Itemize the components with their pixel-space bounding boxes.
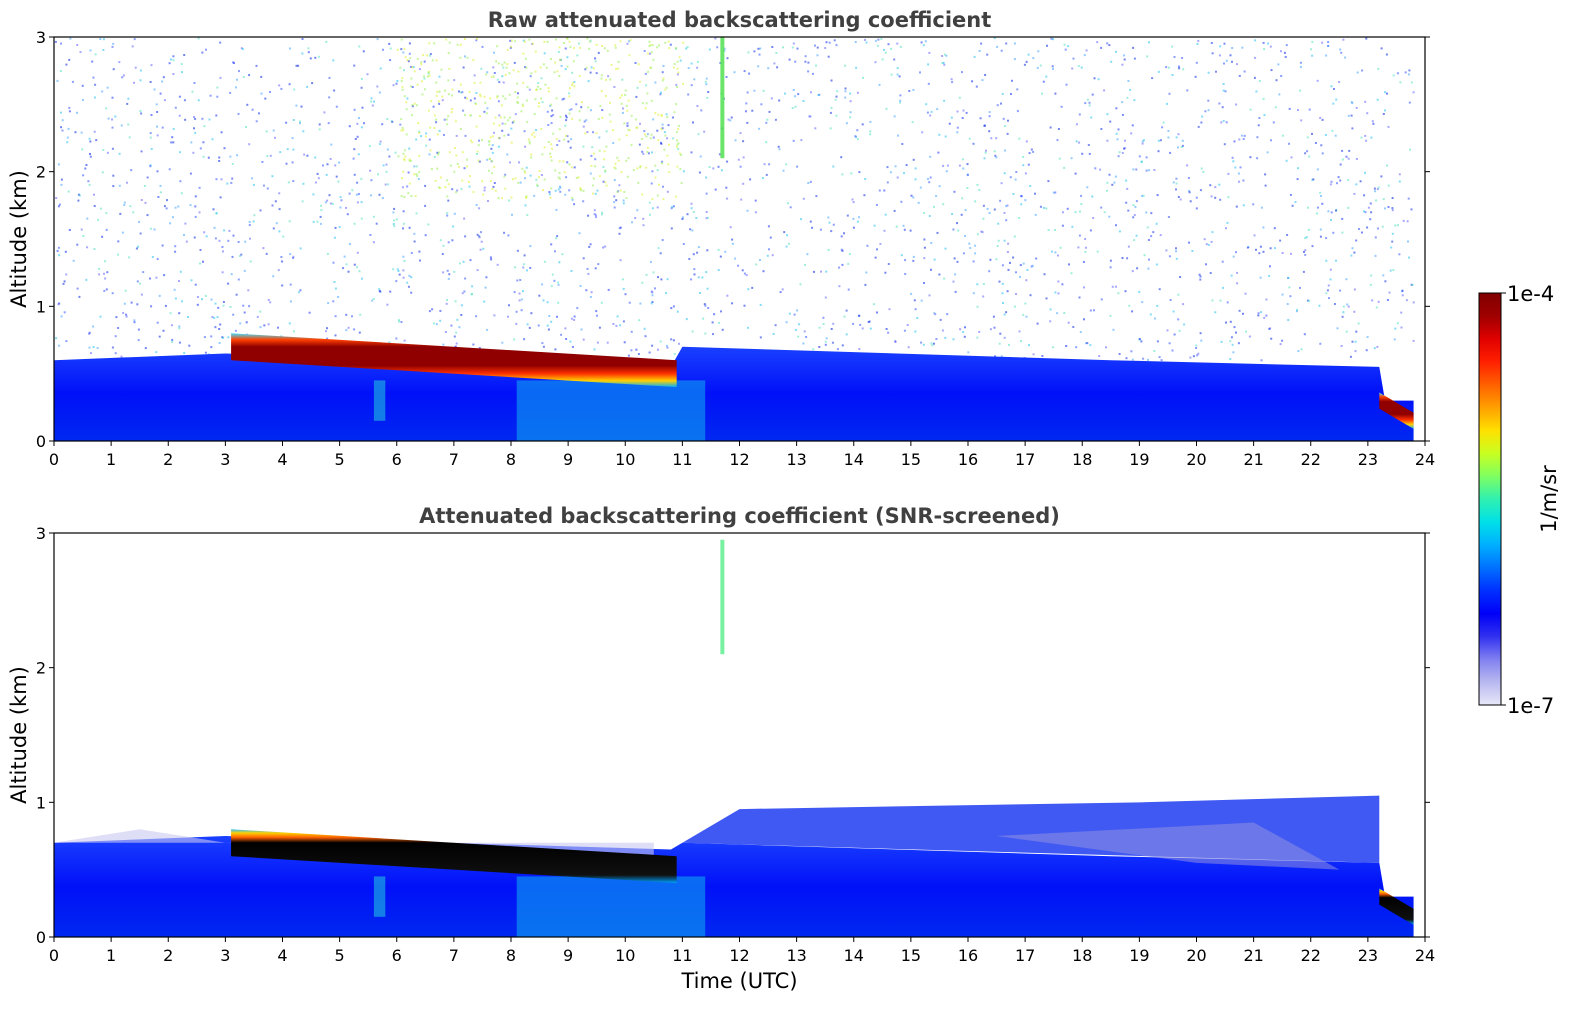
x-tick-label: 21 — [1243, 450, 1263, 469]
x-tick-label: 9 — [563, 946, 573, 965]
x-tick-label: 14 — [844, 450, 864, 469]
x-tick-label: 23 — [1358, 946, 1378, 965]
x-tick-label: 21 — [1243, 946, 1263, 965]
colorbar-gradient — [1478, 292, 1502, 706]
raw-axis-ticks: 0 1 2 3 4 5 6 7 8 9 10 11 12 13 14 15 16 17 18 19 20 21 22 23 24… — [36, 28, 1435, 469]
y-tick-label: 1 — [36, 793, 46, 812]
x-tick-label: 0 — [49, 450, 59, 469]
x-tick-label: 24 — [1415, 946, 1435, 965]
y-tick-label: 0 — [36, 928, 46, 947]
colorbar: 1e-4 1e-7 1/m/sr — [1478, 282, 1561, 718]
x-tick-label: 2 — [163, 946, 173, 965]
x-tick-label: 15 — [901, 450, 921, 469]
x-tick-label: 13 — [786, 946, 806, 965]
raw-plot-area — [54, 37, 1415, 441]
cirrus-streak — [720, 539, 725, 655]
x-tick-label: 22 — [1301, 450, 1321, 469]
x-tick-label: 12 — [729, 946, 749, 965]
raw-panel-title: Raw attenuated backscattering coefficien… — [488, 8, 992, 32]
x-tick-label: 1 — [106, 450, 116, 469]
x-tick-label: 13 — [786, 450, 806, 469]
x-tick-label: 4 — [277, 450, 287, 469]
raw-noise-field — [54, 37, 1415, 362]
x-tick-label: 7 — [449, 450, 459, 469]
x-tick-label: 5 — [335, 946, 345, 965]
x-tick-label: 7 — [449, 946, 459, 965]
x-tick-label: 11 — [672, 450, 692, 469]
x-tick-label: 0 — [49, 946, 59, 965]
screened-axis-ticks: 0 1 2 3 4 5 6 7 8 9 10 11 12 13 14 15 16 17 18 19 20 21 22 23 24… — [36, 524, 1435, 965]
x-tick-label: 15 — [901, 946, 921, 965]
x-tick-label: 17 — [1015, 450, 1035, 469]
colorbar-units-label: 1/m/sr — [1537, 465, 1561, 533]
x-tick-label: 5 — [335, 450, 345, 469]
y-tick-label: 0 — [36, 432, 46, 451]
x-tick-label: 6 — [392, 450, 402, 469]
x-tick-label: 19 — [1129, 946, 1149, 965]
y-tick-label: 1 — [36, 297, 46, 316]
x-tick-label: 1 — [106, 946, 116, 965]
x-tick-label: 20 — [1186, 450, 1206, 469]
x-tick-label: 10 — [615, 450, 635, 469]
x-tick-label: 8 — [506, 450, 516, 469]
x-tick-label: 9 — [563, 450, 573, 469]
x-tick-label: 16 — [958, 450, 978, 469]
colorbar-min-label: 1e-7 — [1507, 694, 1554, 718]
x-tick-label: 11 — [672, 946, 692, 965]
y-tick-label: 3 — [36, 524, 46, 543]
x-tick-label: 16 — [958, 946, 978, 965]
x-tick-label: 3 — [220, 450, 230, 469]
x-tick-label: 17 — [1015, 946, 1035, 965]
x-tick-label: 14 — [844, 946, 864, 965]
colorbar-max-label: 1e-4 — [1507, 282, 1554, 306]
x-tick-label: 23 — [1358, 450, 1378, 469]
x-tick-label: 22 — [1301, 946, 1321, 965]
x-tick-label: 18 — [1072, 946, 1092, 965]
aerosol-plume — [516, 876, 706, 937]
y-tick-label: 3 — [36, 28, 46, 47]
cloud-layer-1 — [231, 829, 677, 884]
aerosol-plume-thin — [373, 380, 386, 421]
aerosol-plume-thin — [373, 876, 386, 917]
x-tick-label: 12 — [729, 450, 749, 469]
cloud-layer-1 — [231, 333, 677, 388]
aerosol-layer — [54, 346, 1414, 441]
x-tick-label: 20 — [1186, 946, 1206, 965]
x-tick-label: 24 — [1415, 450, 1435, 469]
x-tick-label: 2 — [163, 450, 173, 469]
x-tick-label: 19 — [1129, 450, 1149, 469]
y-tick-label: 2 — [36, 659, 46, 678]
aerosol-plume — [516, 380, 706, 441]
x-tick-label: 4 — [277, 946, 287, 965]
screened-plot-area — [54, 539, 1414, 937]
cirrus-streak — [720, 37, 725, 159]
x-axis-label: Time (UTC) — [680, 969, 797, 993]
screened-backscatter-panel: Attenuated backscattering coefficient (S… — [7, 504, 1435, 993]
screened-panel-title: Attenuated backscattering coefficient (S… — [419, 504, 1060, 528]
cloud-layer-2 — [1379, 392, 1414, 429]
x-tick-label: 10 — [615, 946, 635, 965]
raw-backscatter-panel: Raw attenuated backscattering coefficien… — [7, 8, 1435, 469]
cloud-layer-2 — [1379, 888, 1414, 925]
x-tick-label: 18 — [1072, 450, 1092, 469]
aerosol-faint-region — [996, 822, 1340, 870]
raw-y-axis-label: Altitude (km) — [7, 170, 31, 308]
x-tick-label: 6 — [392, 946, 402, 965]
y-tick-label: 2 — [36, 163, 46, 182]
x-tick-label: 8 — [506, 946, 516, 965]
x-tick-label: 3 — [220, 946, 230, 965]
screened-y-axis-label: Altitude (km) — [7, 666, 31, 804]
